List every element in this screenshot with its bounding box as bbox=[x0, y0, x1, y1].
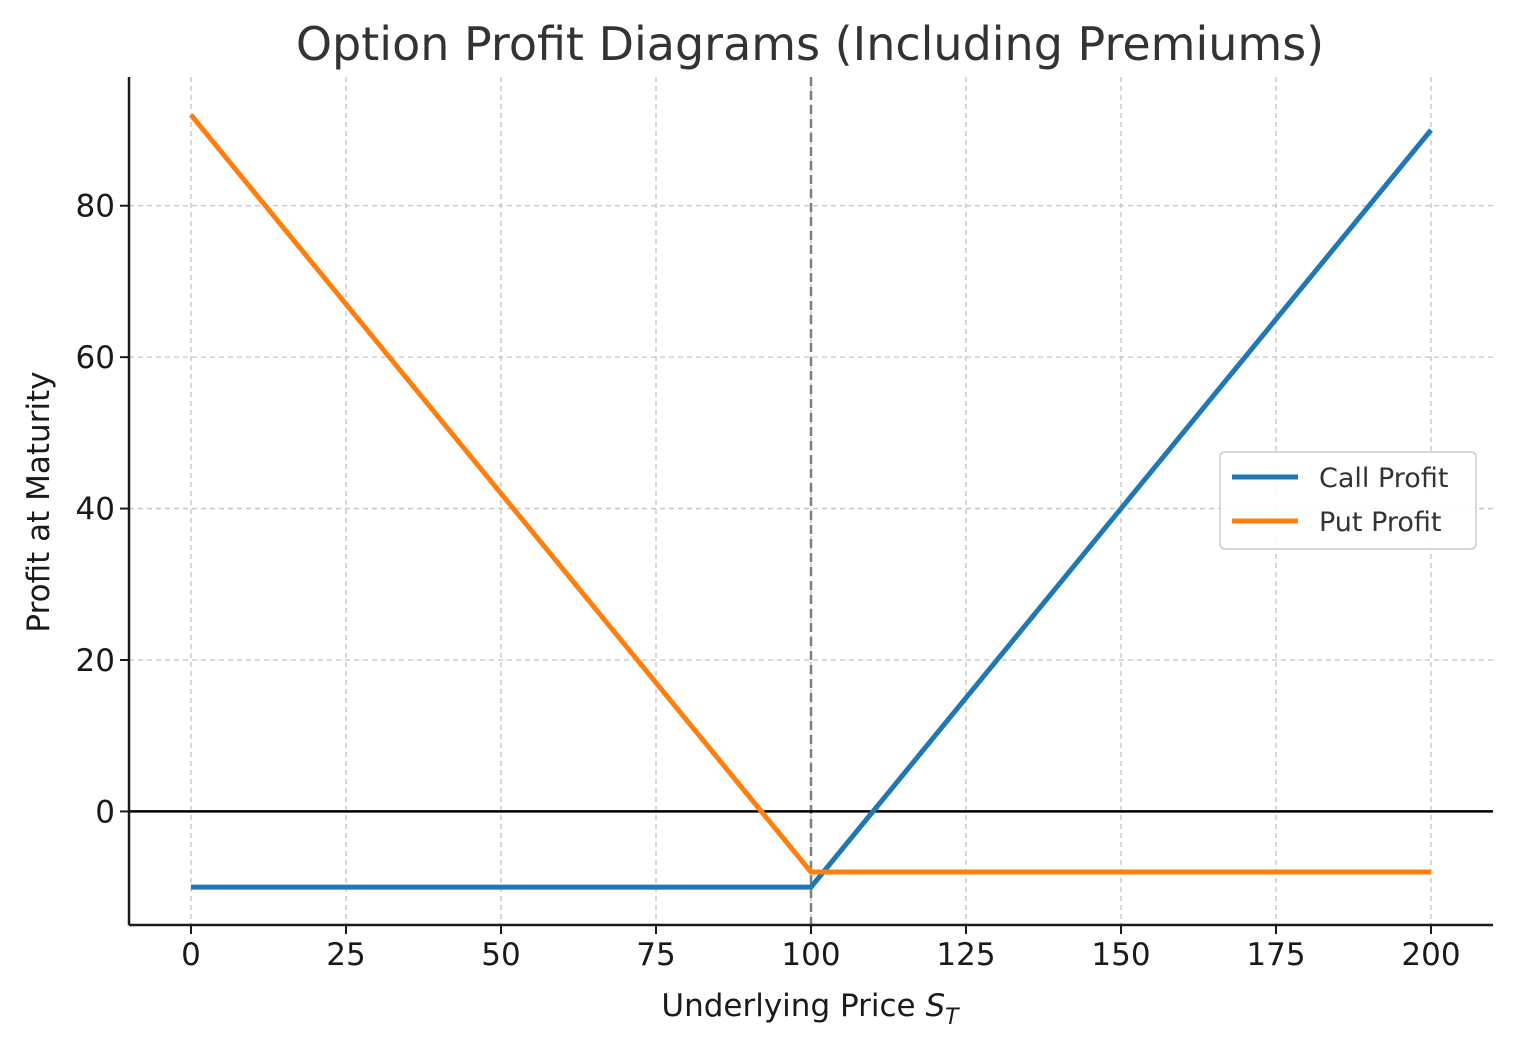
y-axis-label: Profit at Maturity bbox=[21, 371, 57, 632]
series-lines bbox=[189, 113, 1433, 890]
y-tick-label: 20 bbox=[76, 643, 115, 679]
x-tick-label: 150 bbox=[1091, 937, 1150, 973]
y-ticks: 0 20 40 60 80 bbox=[76, 189, 129, 830]
x-tick-label: 50 bbox=[481, 937, 520, 973]
x-tick-label: 200 bbox=[1401, 937, 1460, 973]
x-axis-label-symbol: S bbox=[925, 988, 945, 1024]
put-profit-line bbox=[189, 113, 1431, 875]
call-profit-line bbox=[191, 128, 1433, 890]
x-ticks: 0 25 50 75 100 125 150 175 200 bbox=[181, 925, 1461, 973]
chart-title: Option Profit Diagrams (Including Premiu… bbox=[296, 17, 1324, 71]
y-tick-label: 60 bbox=[76, 340, 115, 376]
legend: Call Profit Put Profit bbox=[1219, 451, 1477, 550]
y-tick-label: 80 bbox=[76, 189, 115, 225]
x-axis-label-main: Underlying Price bbox=[661, 988, 925, 1024]
legend-label-call: Call Profit bbox=[1319, 463, 1448, 494]
x-tick-label: 75 bbox=[636, 937, 675, 973]
x-tick-label: 100 bbox=[781, 937, 840, 973]
x-axis-label-subscript: T bbox=[945, 1005, 960, 1030]
x-tick-label: 175 bbox=[1246, 937, 1305, 973]
y-tick-label: 0 bbox=[95, 794, 115, 830]
y-tick-label: 40 bbox=[76, 492, 115, 528]
x-tick-label: 125 bbox=[936, 937, 995, 973]
x-tick-label: 25 bbox=[326, 937, 365, 973]
legend-label-put: Put Profit bbox=[1319, 507, 1442, 538]
x-axis-label: Underlying Price ST bbox=[661, 988, 960, 1030]
x-tick-label: 0 bbox=[181, 937, 201, 973]
reference-lines bbox=[129, 77, 1493, 925]
